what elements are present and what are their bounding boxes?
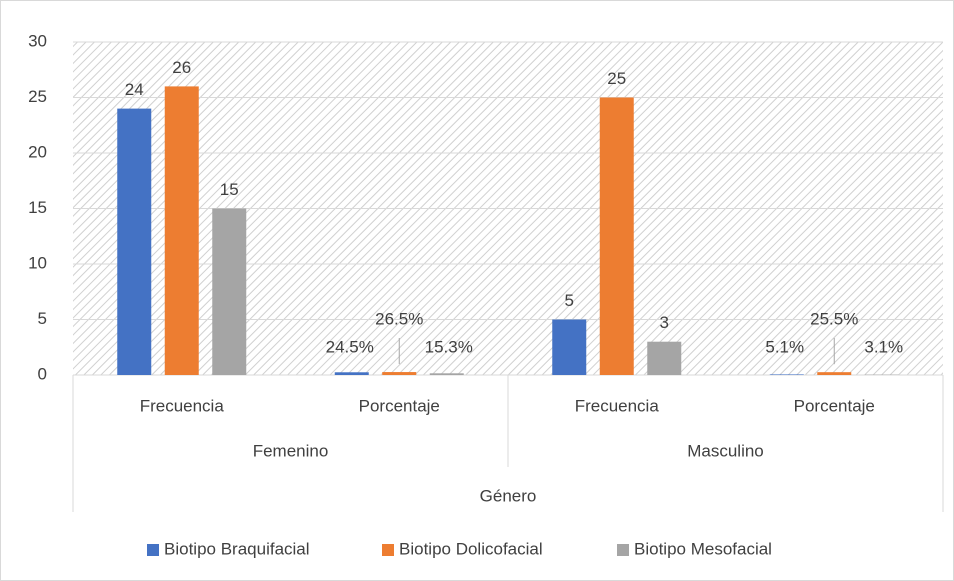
y-tick-label: 20	[28, 142, 47, 161]
bar	[164, 86, 199, 376]
data-label: 15	[220, 180, 239, 199]
bar	[429, 373, 464, 375]
legend-swatch	[382, 544, 394, 556]
legend-label: Biotipo Braquifacial	[164, 539, 310, 558]
data-label: 25.5%	[810, 309, 858, 328]
group-label: Femenino	[253, 441, 329, 460]
y-tick-label: 30	[28, 31, 47, 50]
data-label: 15.3%	[425, 337, 473, 356]
bar	[817, 372, 852, 375]
bar	[599, 97, 634, 375]
x-tick-label: Frecuencia	[140, 396, 225, 415]
bar	[769, 374, 804, 375]
x-tick-label: Porcentaje	[794, 396, 875, 415]
y-tick-label: 25	[28, 87, 47, 106]
x-axis-title: Género	[480, 486, 537, 505]
data-label: 3.1%	[864, 337, 903, 356]
x-tick-label: Porcentaje	[359, 396, 440, 415]
legend-label: Biotipo Dolicofacial	[399, 539, 543, 558]
data-label: 25	[607, 69, 626, 88]
y-tick-label: 15	[28, 198, 47, 217]
data-label: 26	[172, 58, 191, 77]
y-tick-label: 10	[28, 253, 47, 272]
bar	[382, 372, 417, 375]
data-label: 26.5%	[375, 309, 423, 328]
bar	[647, 341, 682, 375]
y-tick-label: 0	[38, 364, 47, 383]
bar	[117, 108, 152, 375]
x-tick-label: Frecuencia	[575, 396, 660, 415]
data-label: 5	[565, 291, 574, 310]
data-label: 3	[660, 313, 669, 332]
legend-swatch	[617, 544, 629, 556]
data-label: 5.1%	[765, 337, 804, 356]
bar	[212, 208, 247, 375]
group-label: Masculino	[687, 441, 764, 460]
data-label: 24	[125, 80, 144, 99]
bar	[552, 319, 587, 375]
legend-swatch	[147, 544, 159, 556]
bar	[334, 372, 369, 375]
legend-label: Biotipo Mesofacial	[634, 539, 772, 558]
y-tick-label: 5	[38, 309, 47, 328]
data-label: 24.5%	[326, 337, 374, 356]
